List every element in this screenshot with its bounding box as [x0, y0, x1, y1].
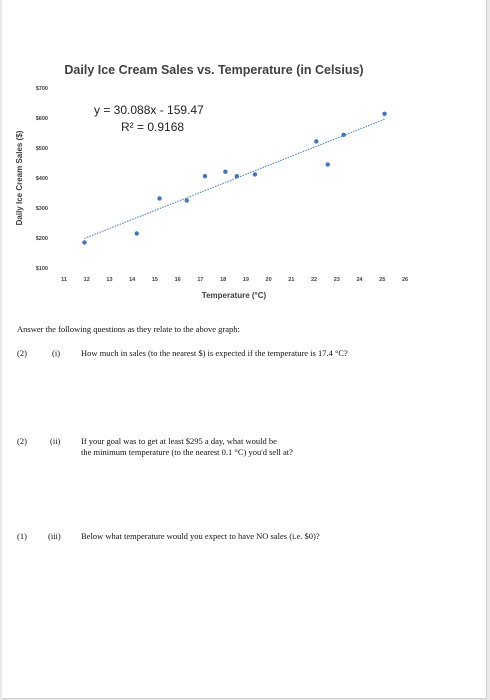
data-point [234, 174, 239, 179]
y-tick-label: $200 [36, 236, 48, 242]
trend-equation: y = 30.088x - 159.47 [94, 103, 204, 117]
x-tick-label: 23 [334, 277, 340, 283]
data-point [202, 174, 208, 179]
data-point [325, 162, 330, 167]
data-point [184, 198, 189, 203]
data-point [223, 169, 228, 174]
y-tick-label: $300 [36, 206, 48, 212]
x-tick-label: 24 [356, 277, 363, 283]
x-tick-label: 19 [243, 277, 249, 283]
y-tick-label: $500 [36, 146, 48, 152]
x-tick-label: 12 [84, 277, 90, 283]
data-point [252, 172, 258, 177]
questions-intro: Answer the following questions as they r… [17, 324, 240, 334]
chart-title: Daily Ice Cream Sales vs. Temperature (i… [64, 63, 363, 77]
x-tick-label: 21 [288, 277, 294, 283]
y-tick-label: $700 [36, 86, 48, 92]
x-tick-label: 11 [61, 277, 67, 283]
scatter-chart: Daily Ice Cream Sales vs. Temperature (i… [15, 63, 408, 300]
x-tick-label: 14 [129, 277, 136, 283]
data-point [134, 231, 139, 236]
q3-number: (iii) [48, 531, 61, 541]
y-tick-labels: $100 $200 $300 $400 $500 $600 $700 [36, 86, 48, 272]
q2-number: (ii) [50, 436, 61, 446]
y-tick-label: $400 [36, 176, 48, 182]
x-tick-label: 18 [220, 277, 226, 283]
data-points [82, 111, 387, 245]
y-tick-label: $100 [36, 266, 48, 272]
data-point [82, 240, 87, 245]
x-tick-label: 20 [266, 277, 272, 283]
x-tick-label: 25 [379, 277, 385, 283]
y-tick-label: $600 [36, 116, 48, 122]
y-axis-label: Daily Ice Cream Sales ($) [15, 130, 24, 225]
q2-text-line2: the minimum temperature (to the nearest … [81, 447, 293, 457]
data-point [382, 111, 387, 117]
q1-number: (i) [52, 348, 61, 358]
x-tick-label: 22 [311, 277, 317, 283]
q2-text-line1: If your goal was to get at least $295 a … [81, 436, 277, 446]
data-point [341, 132, 346, 137]
x-tick-label: 26 [402, 277, 408, 283]
data-point [157, 196, 162, 201]
x-tick-label: 16 [175, 277, 181, 283]
r-squared: R² = 0.9168 [121, 120, 184, 134]
q1-points: (2) [17, 348, 27, 358]
q3-text: Below what temperature would you expect … [81, 531, 320, 541]
x-axis-label: Temperature (°C) [202, 291, 267, 300]
trendline [84, 118, 385, 239]
x-tick-label: 13 [106, 277, 112, 283]
data-point [314, 139, 319, 144]
q1-text: How much in sales (to the nearest $) is … [81, 348, 348, 358]
x-tick-label: 17 [197, 277, 203, 283]
q3-points: (1) [17, 531, 27, 541]
x-tick-label: 15 [152, 277, 158, 283]
q2-points: (2) [17, 436, 27, 446]
x-tick-labels: 11 12 13 14 15 16 17 18 19 20 21 22 23 24 25 26 [61, 277, 408, 283]
